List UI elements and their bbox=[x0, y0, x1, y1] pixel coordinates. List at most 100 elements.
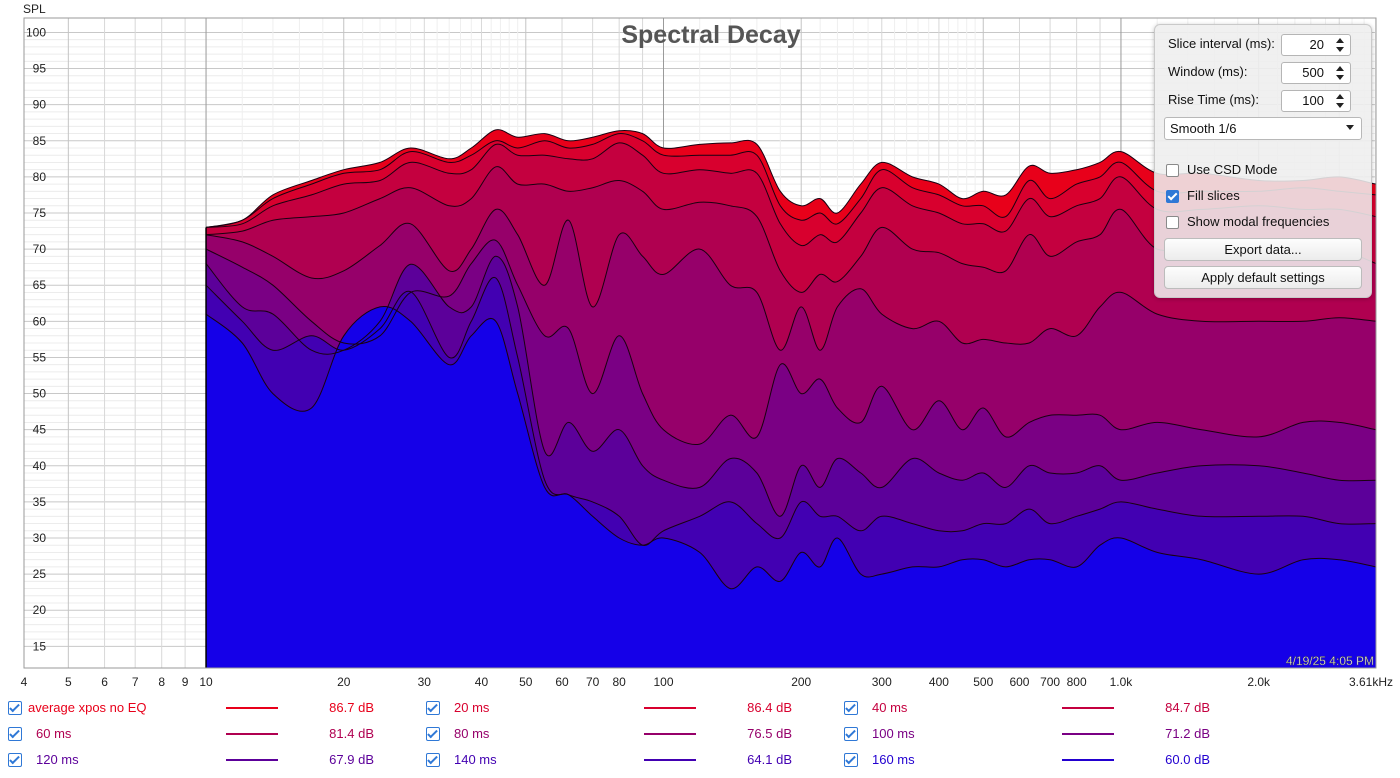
y-tick-label: 45 bbox=[33, 423, 47, 437]
fill-slices-label[interactable]: Fill slices bbox=[1187, 188, 1240, 203]
x-tick-label: 700 bbox=[1040, 675, 1060, 689]
y-tick-label: 30 bbox=[33, 531, 47, 545]
y-tick-label: 50 bbox=[33, 387, 47, 401]
slice-interval-label: Slice interval (ms): bbox=[1168, 36, 1275, 51]
x-tick-label: 40 bbox=[475, 675, 489, 689]
smoothing-select[interactable]: Smooth 1/6 bbox=[1164, 117, 1362, 140]
decay-slice-line bbox=[205, 255, 1377, 517]
y-tick-labels: 100 95 90 85 80 75 70 65 60 55 50 45 40 35 30 25 20 15 bbox=[26, 25, 46, 653]
legend-line-swatch bbox=[226, 759, 278, 761]
apply-default-settings-button[interactable]: Apply default settings bbox=[1164, 266, 1362, 289]
legend-line-swatch bbox=[226, 707, 278, 709]
window-label: Window (ms): bbox=[1168, 64, 1248, 79]
legend-series-name: 100 ms bbox=[872, 726, 915, 741]
decay-slice-area bbox=[206, 306, 1376, 668]
rise-time-value[interactable]: 100 bbox=[1302, 93, 1324, 108]
export-data-button[interactable]: Export data... bbox=[1164, 238, 1362, 261]
legend-checkbox[interactable] bbox=[426, 753, 440, 767]
x-tick-label: 80 bbox=[612, 675, 626, 689]
decay-slice-line bbox=[205, 129, 1377, 228]
y-tick-label: 75 bbox=[33, 206, 47, 220]
y-tick-label: 25 bbox=[33, 567, 47, 581]
legend-checkbox[interactable] bbox=[426, 727, 440, 741]
show-modal-frequencies-checkbox[interactable] bbox=[1166, 216, 1179, 229]
stepper-arrows-icon[interactable] bbox=[1333, 92, 1347, 110]
y-tick-label: 95 bbox=[33, 62, 47, 76]
timestamp: 4/19/25 4:05 PM bbox=[1286, 654, 1374, 668]
y-tick-label: 85 bbox=[33, 134, 47, 148]
legend-checkbox[interactable] bbox=[8, 727, 22, 741]
y-tick-label: 60 bbox=[33, 314, 47, 328]
window-spinner[interactable]: 500 bbox=[1281, 62, 1351, 84]
legend-checkbox[interactable] bbox=[426, 701, 440, 715]
legend-series-value: 86.7 dB bbox=[329, 700, 374, 715]
y-tick-label: 90 bbox=[33, 98, 47, 112]
stepper-arrows-icon[interactable] bbox=[1333, 36, 1347, 54]
slice-interval-value[interactable]: 20 bbox=[1309, 37, 1324, 52]
x-tick-label: 200 bbox=[791, 675, 811, 689]
decay-slice-line bbox=[205, 208, 1377, 351]
legend-line-swatch bbox=[644, 759, 696, 761]
decay-slice-line bbox=[205, 277, 1377, 546]
legend-checkbox[interactable] bbox=[8, 701, 22, 715]
decay-slice-line bbox=[205, 133, 1377, 228]
x-tick-label: 30 bbox=[418, 675, 432, 689]
decay-slice-line bbox=[205, 305, 1377, 590]
rise-time-label: Rise Time (ms): bbox=[1168, 92, 1259, 107]
plot-frame bbox=[23, 17, 1377, 669]
legend-series-name: 160 ms bbox=[872, 752, 915, 767]
x-tick-label: 9 bbox=[182, 675, 189, 689]
legend-checkbox[interactable] bbox=[844, 727, 858, 741]
legend-series-value: 71.2 dB bbox=[1165, 726, 1210, 741]
smoothing-value[interactable]: Smooth 1/6 bbox=[1170, 121, 1237, 136]
legend-series-name: 40 ms bbox=[872, 700, 908, 715]
y-tick-label: 35 bbox=[33, 495, 47, 509]
use-csd-mode-checkbox[interactable] bbox=[1166, 164, 1179, 177]
use-csd-mode-label[interactable]: Use CSD Mode bbox=[1187, 162, 1278, 177]
y-axis-label: SPL bbox=[23, 2, 46, 16]
legend-line-swatch bbox=[1062, 759, 1114, 761]
decay-slice-line bbox=[205, 142, 1377, 247]
x-tick-label: 2.0k bbox=[1247, 675, 1271, 689]
legend-series-name: 20 ms bbox=[454, 700, 490, 715]
x-tick-label: 50 bbox=[519, 675, 533, 689]
y-tick-label: 55 bbox=[33, 350, 47, 364]
window-value[interactable]: 500 bbox=[1302, 65, 1324, 80]
x-tick-label: 4 bbox=[21, 675, 28, 689]
spectral-decay-chart: SPL 100959085807570656055504540353025201… bbox=[21, 2, 1393, 689]
legend-line-swatch bbox=[226, 733, 278, 735]
control-panel: Slice interval (ms): 20 Window (ms): 500… bbox=[1154, 24, 1372, 298]
x-tick-label: 60 bbox=[555, 675, 569, 689]
x-tick-label: 1.0k bbox=[1110, 675, 1134, 689]
legend-series-value: 64.1 dB bbox=[747, 752, 792, 767]
fill-slices-checkbox[interactable] bbox=[1166, 190, 1179, 203]
chevron-down-icon[interactable] bbox=[1345, 124, 1355, 132]
x-tick-label: 7 bbox=[132, 675, 139, 689]
decay-slice-line bbox=[205, 166, 1377, 293]
legend: average xpos no EQ 86.7 dB 20 ms 86.4 dB 40 … bbox=[0, 696, 1400, 778]
x-tick-label: 3.61kHz bbox=[1349, 675, 1393, 689]
x-tick-label: 500 bbox=[973, 675, 993, 689]
legend-series-value: 60.0 dB bbox=[1165, 752, 1210, 767]
y-tick-label: 80 bbox=[33, 170, 47, 184]
x-tick-label: 400 bbox=[929, 675, 949, 689]
x-tick-label: 600 bbox=[1009, 675, 1029, 689]
legend-series-name: 120 ms bbox=[36, 752, 79, 767]
slice-interval-spinner[interactable]: 20 bbox=[1281, 34, 1351, 56]
legend-line-swatch bbox=[1062, 707, 1114, 709]
legend-checkbox[interactable] bbox=[844, 701, 858, 715]
x-tick-label: 100 bbox=[653, 675, 673, 689]
legend-series-value: 67.9 dB bbox=[329, 752, 374, 767]
plot-areas bbox=[206, 129, 1376, 669]
rise-time-spinner[interactable]: 100 bbox=[1281, 90, 1351, 112]
legend-series-value: 81.4 dB bbox=[329, 726, 374, 741]
legend-series-name: 140 ms bbox=[454, 752, 497, 767]
y-tick-label: 65 bbox=[33, 278, 47, 292]
stepper-arrows-icon[interactable] bbox=[1333, 64, 1347, 82]
x-tick-label: 8 bbox=[158, 675, 165, 689]
legend-checkbox[interactable] bbox=[844, 753, 858, 767]
show-modal-frequencies-label[interactable]: Show modal frequencies bbox=[1187, 214, 1330, 229]
chart-title: Spectral Decay bbox=[621, 21, 800, 49]
legend-checkbox[interactable] bbox=[8, 753, 22, 767]
y-tick-label: 100 bbox=[26, 25, 46, 39]
